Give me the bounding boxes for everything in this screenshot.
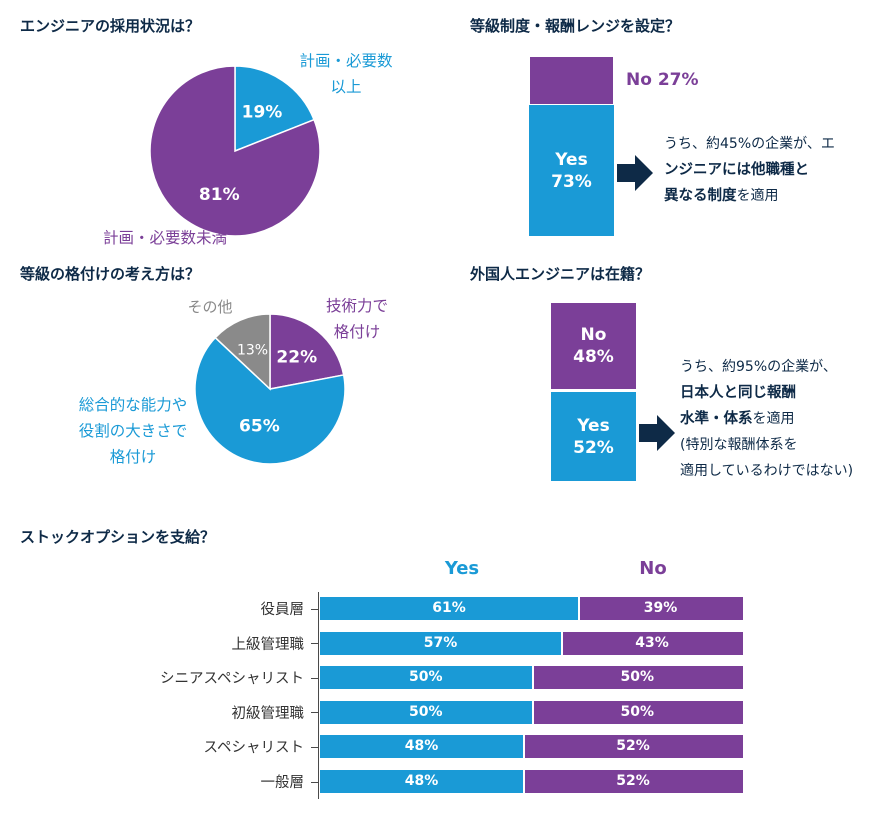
axis-tick xyxy=(311,712,319,714)
bar-segment-no: 52% xyxy=(523,770,743,793)
pie3-slice-2 xyxy=(214,314,271,391)
pie3-label-tech: 技術力で 格付け xyxy=(312,293,402,345)
pie1-label-above-plan: 計画・必要数 以上 xyxy=(276,48,416,100)
legend-no: No xyxy=(639,558,667,579)
arrow-right-icon xyxy=(617,155,653,191)
q2-note-line3-bold: 異なる制度 xyxy=(664,188,737,204)
pie3-label-tech-line1: 技術力で xyxy=(325,297,388,315)
pie3-label-tech-line2: 格付け xyxy=(333,323,381,341)
bar-segment-no: 50% xyxy=(531,666,743,690)
bar-segment-no: 43% xyxy=(561,631,743,655)
bar-axis-line xyxy=(318,592,319,799)
bar-segment-no: 50% xyxy=(531,700,743,724)
q4-note-line5: 適用しているわけではない) xyxy=(680,463,854,479)
pie3-label-total: 総合的な能力や 役割の大きさで 格付け xyxy=(48,392,218,470)
pie3-label-total-line2: 役割の大きさで xyxy=(78,422,188,440)
bar-segment-yes: 50% xyxy=(320,666,532,690)
q2-no-label: No 27% xyxy=(626,70,699,90)
pie1-slice-0 xyxy=(234,66,316,153)
bar-category-label: 役員層 xyxy=(260,602,305,618)
pie1-slice-1 xyxy=(150,66,320,236)
bar-segment-no: 39% xyxy=(578,597,743,620)
q4-note-line3-bold: 水準・体系 xyxy=(680,411,753,427)
pie3-label-total-line3: 格付け xyxy=(109,448,157,466)
axis-tick xyxy=(311,746,319,748)
q2-note-line3-rest: を適用 xyxy=(736,188,779,204)
q4-yes-bar: Yes 52% xyxy=(551,389,636,481)
pie3-label-total-line1: 総合的な能力や xyxy=(78,396,188,414)
q2-note: うち、約45%の企業が、エ ンジニアには他職種と 異なる制度を適用 xyxy=(664,131,835,209)
legend-yes: Yes xyxy=(444,558,480,579)
q4-title: 外国人エンジニアは在籍？ xyxy=(470,265,651,283)
pie1-label-above-plan-line1: 計画・必要数 xyxy=(299,52,393,70)
pie-chart-grading: 22% 65% 13% xyxy=(195,314,345,464)
bar-category-label: 一般層 xyxy=(260,775,305,791)
bar-category-label: 初級管理職 xyxy=(231,705,305,722)
q2-yes-value: 73% xyxy=(551,171,592,192)
pie1-label-above-plan-line2: 以上 xyxy=(330,78,362,96)
axis-tick xyxy=(311,781,319,783)
bar-segment-yes: 57% xyxy=(320,631,562,655)
q2-yes-label: Yes xyxy=(555,149,588,170)
q1-title: エンジニアの採用状況は？ xyxy=(20,17,201,35)
pie3-slice-1 xyxy=(195,336,345,464)
q4-note-line1: うち、約95%の企業が、 xyxy=(680,359,837,375)
pie1-slice-label-1: 81% xyxy=(199,185,240,205)
axis-tick xyxy=(311,643,319,645)
bar-segment-yes: 48% xyxy=(320,735,524,759)
axis-tick xyxy=(311,608,319,610)
q4-note-line2: 日本人と同じ報酬 xyxy=(680,385,796,401)
bar-category-label: スペシャリスト xyxy=(203,740,304,757)
bar-segment-yes: 61% xyxy=(320,597,579,620)
q4-yes-value: 52% xyxy=(573,437,614,458)
q4-note-line3-rest: を適用 xyxy=(752,411,795,427)
pie3-slice-label-0: 22% xyxy=(276,348,317,368)
q2-title: 等級制度・報酬レンジを設定？ xyxy=(470,17,681,35)
q4-note: うち、約95%の企業が、 日本人と同じ報酬 水準・体系を適用 (特別な報酬体系を… xyxy=(680,354,853,484)
q4-no-bar: No 48% xyxy=(551,303,636,389)
pie1-slice-label-0: 19% xyxy=(242,102,283,122)
pie-chart-hiring: 19% 81% xyxy=(150,66,320,236)
q5-title: ストックオプションを支給？ xyxy=(20,528,216,546)
q2-note-line1: うち、約45%の企業が、エ xyxy=(664,136,835,152)
pie3-slice-label-2: 13% xyxy=(237,343,268,359)
q4-no-label: No xyxy=(580,325,607,345)
q2-yes-bar: Yes 73% xyxy=(529,105,614,236)
q2-note-line2: ンジニアには他職種と xyxy=(664,162,809,178)
q3-title: 等級の格付けの考え方は？ xyxy=(20,265,201,283)
bar-segment-yes: 48% xyxy=(320,770,524,793)
pie3-slice-label-1: 65% xyxy=(239,416,280,436)
q2-no-bar xyxy=(529,56,614,105)
q4-yes-label: Yes xyxy=(577,415,610,436)
bar-category-label: シニアスペシャリスト xyxy=(160,671,304,688)
bar-segment-yes: 50% xyxy=(320,700,532,724)
pie1-label-below-plan: 計画・必要数未満 xyxy=(102,229,227,247)
pie3-label-other: その他 xyxy=(187,298,233,316)
pie3-slice-0 xyxy=(269,314,345,390)
q4-note-line4: (特別な報酬体系を xyxy=(680,437,798,453)
bar-category-label: 上級管理職 xyxy=(231,636,305,653)
arrow-right-icon xyxy=(639,415,675,451)
axis-tick xyxy=(311,677,319,679)
q4-no-value: 48% xyxy=(573,347,614,367)
bar-segment-no: 52% xyxy=(523,735,743,759)
